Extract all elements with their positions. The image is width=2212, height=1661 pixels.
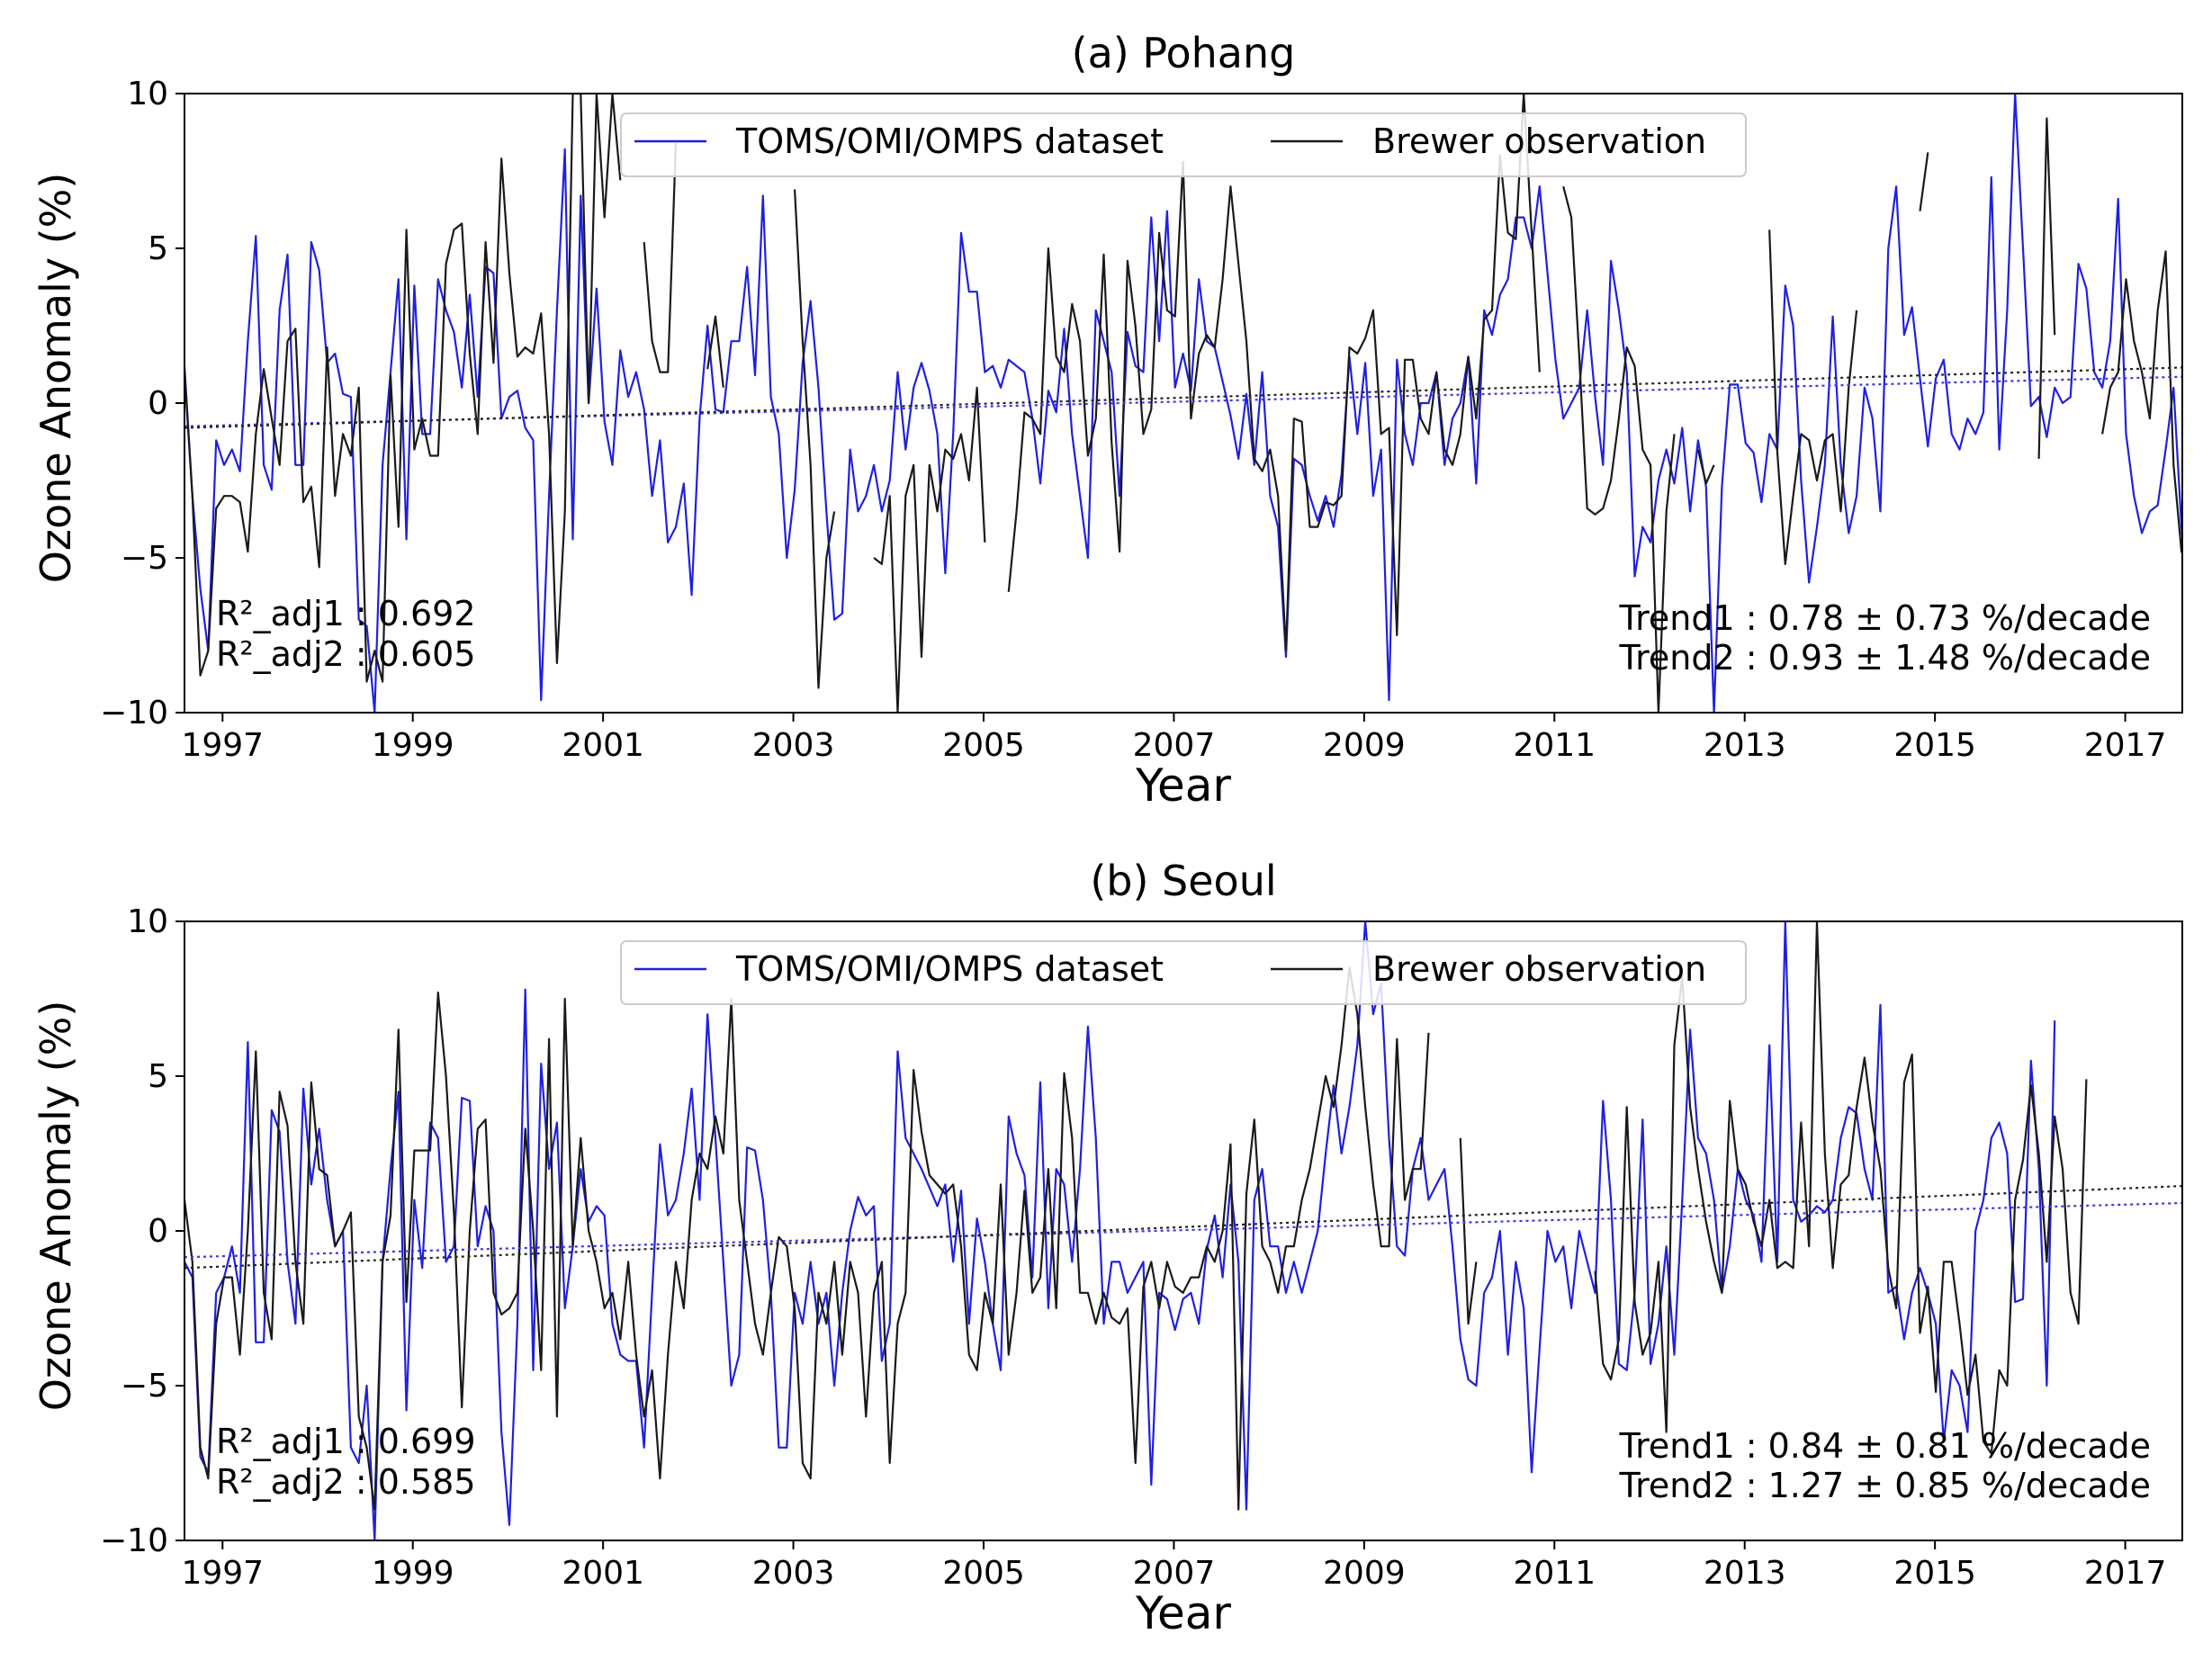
chart-title: (a) Pohang xyxy=(1072,29,1296,77)
series-brewer-line xyxy=(184,94,2182,713)
y-tick-label: −5 xyxy=(121,540,168,577)
legend-label-brewer: Brewer observation xyxy=(1372,949,1706,989)
legend-label-toms: TOMS/OMI/OMPS dataset xyxy=(735,949,1164,989)
x-tick-label: 1997 xyxy=(181,727,264,764)
x-tick-label: 2001 xyxy=(562,1555,644,1592)
y-tick-label: 0 xyxy=(148,1213,168,1250)
trend-line-toms xyxy=(184,375,2182,427)
legend-label-brewer: Brewer observation xyxy=(1372,121,1706,161)
series-toms-line xyxy=(184,94,2182,713)
x-tick-label: 2003 xyxy=(752,727,835,764)
x-tick-label: 2003 xyxy=(752,1555,835,1592)
x-tick-label: 2017 xyxy=(2084,727,2167,764)
x-tick-label: 2009 xyxy=(1323,727,1406,764)
trend1-label: Trend1 : 0.78 ± 0.73 %/decade xyxy=(1618,598,2151,638)
series-brewer-line xyxy=(184,921,2088,1511)
x-tick-label: 1997 xyxy=(181,1555,264,1592)
x-tick-label: 2007 xyxy=(1133,1555,1216,1592)
axes-frame xyxy=(184,920,2183,1541)
x-tick-label: 2013 xyxy=(1704,1555,1786,1592)
r2-adj1-label: R²_adj1 : 0.699 xyxy=(216,1422,476,1461)
trend-line-brewer xyxy=(184,366,2182,429)
panel-seoul: (b) Seoul Ozone Anomaly (%) Year 10 5 0 −5 −… xyxy=(31,857,2183,1639)
x-tick-label: 2011 xyxy=(1513,727,1596,764)
r2-adj1-label: R²_adj1 : 0.692 xyxy=(216,594,476,633)
plot-area xyxy=(184,921,2182,1540)
axis-ticks: 10 5 0 −5 −10 1997 1999 2001 2003 2005 2007 2009 201… xyxy=(100,76,2166,764)
x-axis-label: Year xyxy=(1135,1587,1231,1639)
legend: TOMS/OMI/OMPS dataset Brewer observation xyxy=(620,940,1747,1005)
y-tick-label: 0 xyxy=(148,385,168,422)
legend-label-toms: TOMS/OMI/OMPS dataset xyxy=(735,121,1164,161)
x-tick-label: 2005 xyxy=(942,727,1025,764)
y-axis-label: Ozone Anomaly (%) xyxy=(31,173,80,584)
axis-ticks: 10 5 0 −5 −10 1997 1999 2001 2003 2005 2007 2009 201… xyxy=(100,903,2166,1592)
y-tick-label: 10 xyxy=(127,903,168,940)
x-tick-label: 1999 xyxy=(372,727,454,764)
x-tick-label: 2007 xyxy=(1133,727,1216,764)
plot-area xyxy=(184,94,2182,713)
x-tick-label: 2009 xyxy=(1323,1555,1406,1592)
legend-box xyxy=(620,940,1747,1005)
chart-title: (b) Seoul xyxy=(1090,857,1276,905)
x-tick-label: 2013 xyxy=(1704,727,1786,764)
legend: TOMS/OMI/OMPS dataset Brewer observation xyxy=(620,112,1747,177)
x-tick-label: 2015 xyxy=(1893,1555,1976,1592)
trend2-label: Trend2 : 0.93 ± 1.48 %/decade xyxy=(1618,638,2151,678)
r2-adj2-label: R²_adj2 : 0.585 xyxy=(216,1462,476,1502)
y-tick-label: 10 xyxy=(127,76,168,112)
y-tick-label: −5 xyxy=(121,1368,168,1405)
trend1-label: Trend1 : 0.84 ± 0.81 %/decade xyxy=(1618,1426,2151,1466)
x-tick-label: 2005 xyxy=(942,1555,1025,1592)
x-tick-label: 2001 xyxy=(562,727,644,764)
panel-pohang: (a) Pohang Ozone Anomaly (%) Year 10 5 0 −5… xyxy=(31,29,2183,812)
x-tick-label: 2015 xyxy=(1893,727,1976,764)
trend-line-toms xyxy=(184,1201,2182,1259)
x-tick-label: 2017 xyxy=(2084,1555,2167,1592)
trend2-label: Trend2 : 1.27 ± 0.85 %/decade xyxy=(1618,1466,2151,1505)
axes-frame xyxy=(184,93,2183,714)
r2-adj2-label: R²_adj2 : 0.605 xyxy=(216,634,476,674)
x-tick-label: 1999 xyxy=(372,1555,454,1592)
legend-box xyxy=(620,112,1747,177)
x-tick-label: 2011 xyxy=(1513,1555,1596,1592)
y-tick-label: 5 xyxy=(148,1058,168,1095)
y-tick-label: −10 xyxy=(100,695,168,732)
y-axis-label: Ozone Anomaly (%) xyxy=(31,1001,80,1412)
y-tick-label: −10 xyxy=(100,1522,168,1559)
x-axis-label: Year xyxy=(1135,759,1231,812)
y-tick-label: 5 xyxy=(148,230,168,267)
